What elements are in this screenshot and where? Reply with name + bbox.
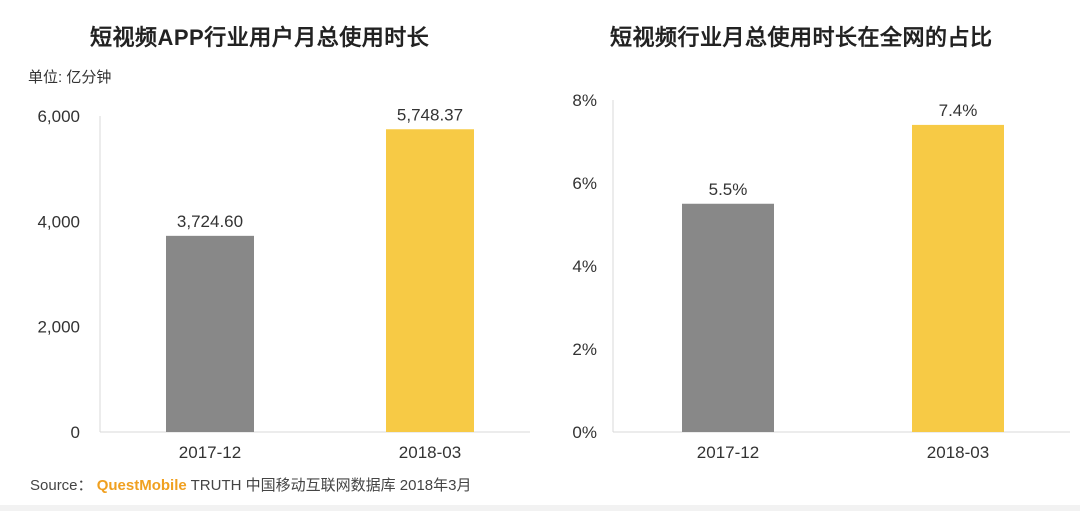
x-category-label: 2018-03 (399, 443, 461, 462)
source-line: Source： QuestMobile TRUTH 中国移动互联网数据库 201… (30, 474, 472, 495)
bar-2018-03 (912, 124, 1004, 433)
left-bar-chart: 6,000 4,000 2,000 0 3,724.60 2017-12 5,748.37 2… (37, 105, 530, 462)
source-brand: QuestMobile (96, 477, 187, 494)
unit-label: 单位: 亿分钟 (28, 69, 112, 86)
y-tick-label: 0% (572, 423, 597, 442)
y-tick-label: 0 (71, 423, 80, 442)
bar-value-label: 7.4% (939, 101, 978, 120)
y-tick-label: 6,000 (37, 107, 80, 126)
y-tick-label: 2% (572, 340, 597, 359)
bar-value-label: 5.5% (709, 180, 748, 199)
y-tick-label: 6% (572, 174, 597, 193)
source-text: TRUTH 中国移动互联网数据库 2018年3月 (190, 477, 472, 494)
x-category-label: 2017-12 (697, 443, 759, 462)
right-bar-chart: 8% 6% 4% 2% 0% 5.5% 2017-12 7.4% 2018-03 (572, 91, 1070, 462)
bar-2017-12 (682, 203, 774, 432)
y-tick-label: 4,000 (37, 212, 80, 231)
bar-value-label: 5,748.37 (397, 105, 463, 124)
bar-2017-12 (166, 235, 254, 432)
x-category-label: 2018-03 (927, 443, 989, 462)
y-tick-label: 8% (572, 91, 597, 110)
footer-divider (0, 505, 1080, 511)
left-chart-title: 短视频APP行业用户月总使用时长 (90, 25, 430, 50)
bar-value-label: 3,724.60 (177, 212, 243, 231)
y-tick-label: 2,000 (37, 318, 80, 337)
right-chart-title: 短视频行业月总使用时长在全网的占比 (610, 25, 993, 50)
bar-2018-03 (386, 129, 474, 433)
x-category-label: 2017-12 (179, 443, 241, 462)
source-prefix: Source： (30, 477, 93, 494)
y-tick-label: 4% (572, 257, 597, 276)
